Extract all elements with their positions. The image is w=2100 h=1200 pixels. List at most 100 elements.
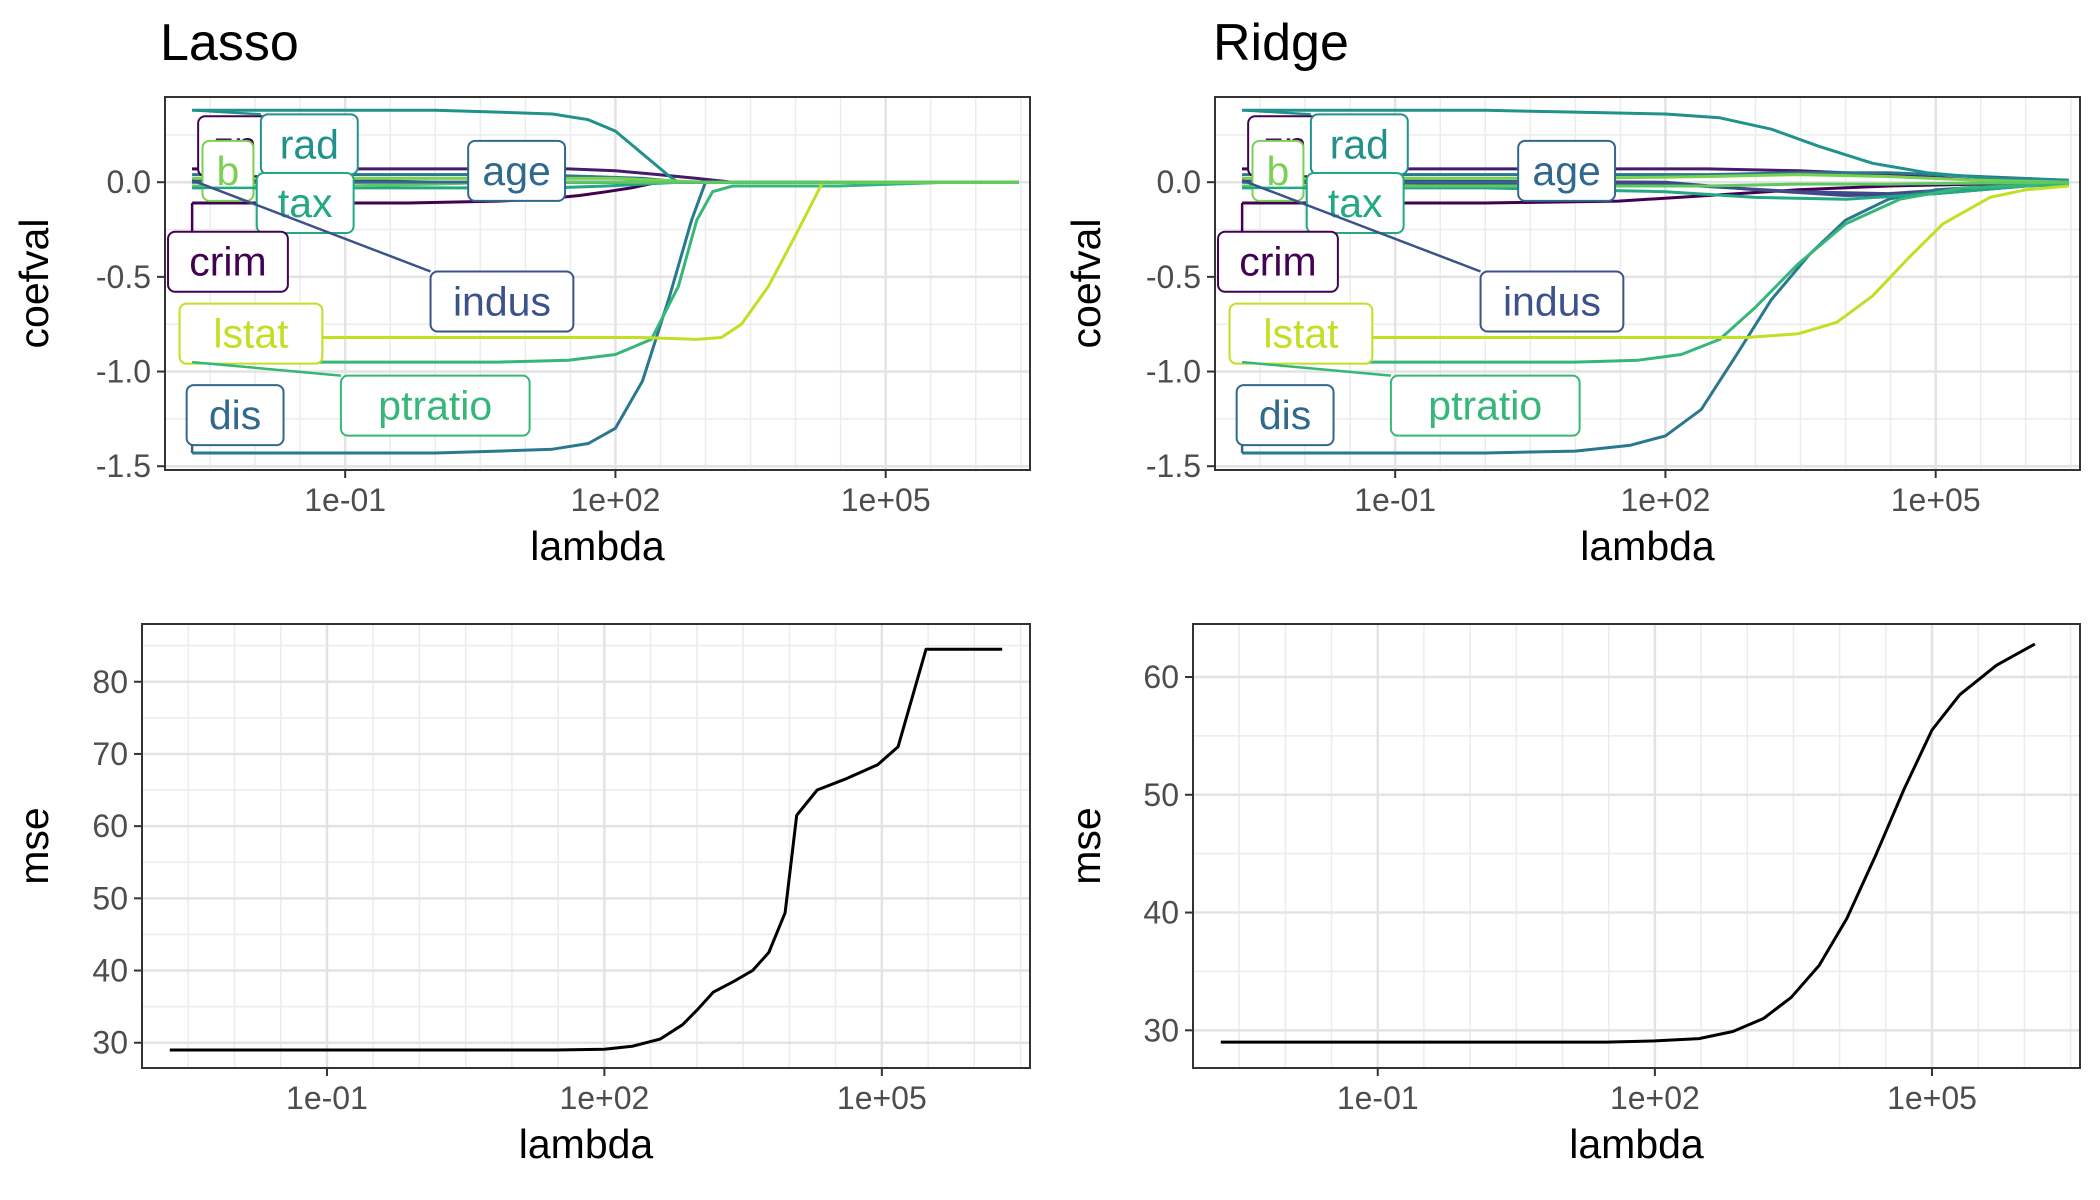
- series-line: [169, 647, 1003, 1052]
- y-axis-title: mse: [11, 807, 57, 884]
- y-tick-label: 70: [92, 736, 128, 772]
- panel-lasso-coef: znradagebtaxcriminduslstatdisptratio1e-0…: [11, 14, 1031, 569]
- x-tick-label: 1e-01: [1337, 1080, 1419, 1116]
- label-box-ptratio: [339, 374, 531, 437]
- x-tick-label: 1e-01: [286, 1080, 368, 1116]
- x-tick-label: 1e+05: [841, 482, 931, 518]
- x-tick-label: 1e+05: [1887, 1080, 1977, 1116]
- label-box-crim: [1217, 230, 1339, 293]
- y-tick-label: 30: [92, 1025, 128, 1061]
- x-axis-title: lambda: [519, 1121, 654, 1167]
- label-box-lstat: [1228, 302, 1374, 365]
- y-tick-label: 80: [92, 664, 128, 700]
- y-axis-title: mse: [1063, 807, 1109, 884]
- y-axis-title: coefval: [11, 219, 57, 349]
- series-line-dis: [192, 180, 1019, 455]
- panel-lasso-mse: 1e-01 1e+02 1e+05 30 40 50 60 70 80 lambda mse: [11, 623, 1031, 1167]
- y-tick-label: 50: [92, 880, 128, 916]
- series-line-dis: [1242, 182, 2069, 455]
- label-connector-indus: [1241, 179, 1481, 273]
- y-axis-title: coefval: [1063, 219, 1109, 349]
- label-crim: crim: [1239, 239, 1316, 285]
- label-box-b: [201, 139, 255, 202]
- series-line: [1220, 642, 2036, 1044]
- y-tick-label: 50: [1143, 777, 1179, 813]
- label-rad: rad: [1330, 121, 1389, 167]
- y-tick-label: -1.0: [1146, 354, 1201, 390]
- label-tax: tax: [278, 180, 333, 226]
- x-tick-label: 1e+02: [1610, 1080, 1700, 1116]
- y-tick-label: 0.0: [1157, 164, 1201, 200]
- label-age: age: [1532, 148, 1600, 194]
- label-box-age: [1517, 139, 1617, 202]
- label-box-tax: [255, 172, 355, 235]
- series-line-lstat: [192, 180, 1019, 341]
- panel-border: [1214, 96, 2081, 471]
- label-box-crim: [167, 230, 289, 293]
- series-line-ptratio: [192, 180, 1019, 364]
- label-lstat: lstat: [1263, 311, 1339, 357]
- x-tick-label: 1e+02: [559, 1080, 649, 1116]
- label-crim: crim: [189, 239, 266, 285]
- label-connector-indus: [191, 179, 431, 273]
- y-tick-label: 60: [1143, 659, 1179, 695]
- x-tick-label: 1e+05: [837, 1080, 927, 1116]
- y-tick-label: -1.5: [1146, 448, 1201, 484]
- y-tick-label: 30: [1143, 1012, 1179, 1048]
- y-tick-label: -1.0: [96, 354, 151, 390]
- label-box-b: [1251, 139, 1305, 202]
- label-box-dis: [1235, 384, 1335, 447]
- panel-title: Ridge: [1213, 14, 1349, 72]
- series-line-rad: [1242, 108, 2069, 182]
- label-b: b: [1267, 148, 1290, 194]
- label-connector-ptratio: [192, 360, 342, 377]
- panel-ridge-coef: znradagebtaxcriminduslstatdisptratio1e-0…: [1063, 14, 2081, 569]
- label-ptratio: ptratio: [1428, 383, 1542, 429]
- label-age: age: [482, 148, 550, 194]
- plot-background: [142, 624, 1030, 1068]
- x-axis-title: lambda: [1580, 523, 1715, 569]
- label-box-age: [467, 139, 567, 202]
- label-tax: tax: [1328, 180, 1383, 226]
- x-axis-title: lambda: [1569, 1121, 1704, 1167]
- label-indus: indus: [453, 278, 551, 324]
- label-indus: indus: [1503, 278, 1601, 324]
- series-line-lstat: [1242, 184, 2069, 339]
- x-axis-title: lambda: [530, 523, 665, 569]
- y-tick-label: 60: [92, 808, 128, 844]
- series-line-rad: [192, 108, 1019, 184]
- y-tick-label: 40: [92, 953, 128, 989]
- panel-border: [164, 96, 1031, 471]
- label-box-indus: [1479, 270, 1625, 333]
- x-tick-label: 1e+05: [1891, 482, 1981, 518]
- label-ptratio: ptratio: [378, 383, 492, 429]
- label-connector-rad: [1242, 109, 1311, 116]
- x-tick-label: 1e+02: [570, 482, 660, 518]
- label-box-ptratio: [1389, 374, 1581, 437]
- panel-border: [1192, 623, 2081, 1069]
- label-box-dis: [185, 384, 285, 447]
- y-tick-label: -1.5: [96, 448, 151, 484]
- label-box-tax: [1305, 172, 1405, 235]
- plot-background: [1193, 624, 2080, 1068]
- label-dis: dis: [1259, 392, 1311, 438]
- y-tick-label: -0.5: [96, 259, 151, 295]
- label-connector-rad: [192, 109, 261, 116]
- panel-ridge-mse: 1e-01 1e+02 1e+05 30 40 50 60 lambda mse: [1063, 623, 2081, 1167]
- y-tick-label: 40: [1143, 895, 1179, 931]
- y-tick-label: 0.0: [107, 164, 151, 200]
- label-box-indus: [429, 270, 575, 333]
- panel-title: Lasso: [160, 14, 299, 72]
- x-tick-label: 1e-01: [1354, 482, 1436, 518]
- panel-border: [141, 623, 1031, 1069]
- label-box-lstat: [178, 302, 324, 365]
- x-tick-label: 1e+02: [1620, 482, 1710, 518]
- label-b: b: [217, 148, 240, 194]
- y-tick-label: -0.5: [1146, 259, 1201, 295]
- x-tick-label: 1e-01: [304, 482, 386, 518]
- series-line-ptratio: [1242, 182, 2069, 364]
- label-rad: rad: [280, 121, 339, 167]
- label-lstat: lstat: [213, 311, 289, 357]
